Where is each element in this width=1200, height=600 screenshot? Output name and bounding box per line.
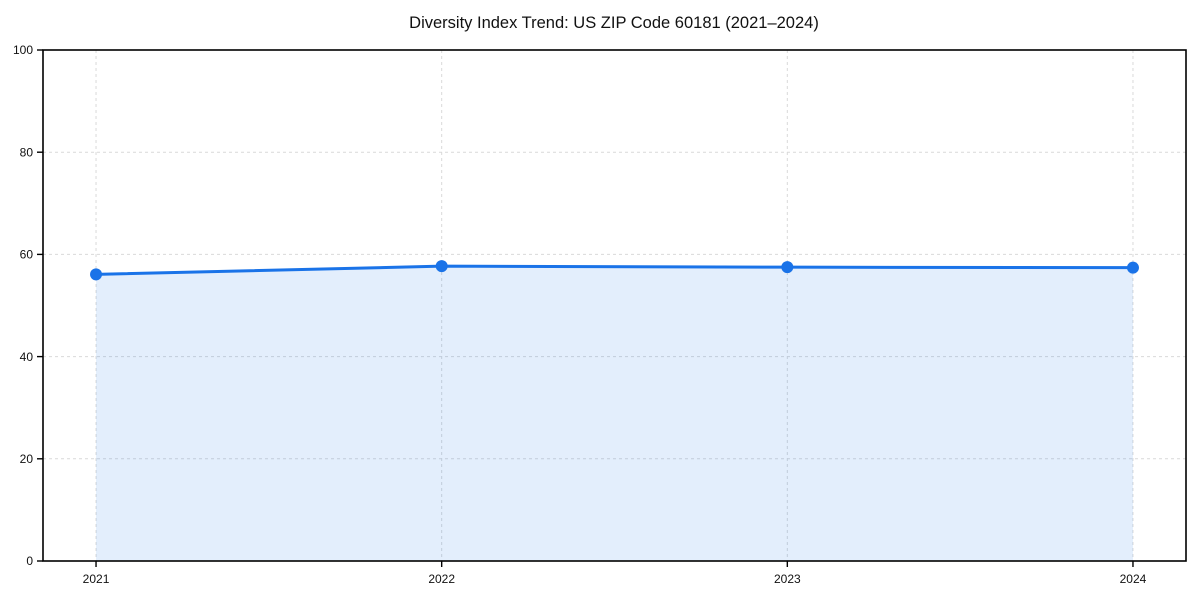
y-tick-label: 80	[20, 145, 34, 159]
chart-title: Diversity Index Trend: US ZIP Code 60181…	[409, 14, 819, 32]
y-tick-label: 40	[20, 350, 34, 364]
y-tick-label: 100	[13, 43, 33, 57]
data-point-marker	[781, 261, 794, 274]
trend-line	[94, 264, 1135, 276]
y-tick-label: 60	[20, 248, 34, 262]
x-tick-label: 2024	[1120, 572, 1147, 586]
plot-border	[42, 49, 1187, 562]
x-tick-label: 2023	[774, 572, 801, 586]
data-point-marker	[435, 260, 448, 273]
data-point-marker	[1126, 261, 1139, 274]
data-point-marker	[90, 268, 103, 281]
area-fill	[96, 266, 1133, 561]
y-tick-label: 20	[20, 452, 34, 466]
y-tick-label: 0	[26, 554, 33, 568]
x-tick-label: 2022	[428, 572, 455, 586]
x-tick-label: 2021	[83, 572, 110, 586]
